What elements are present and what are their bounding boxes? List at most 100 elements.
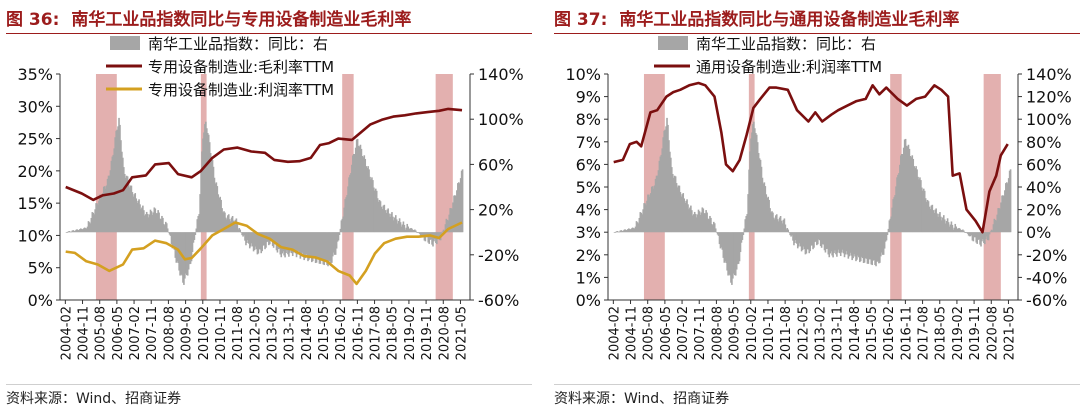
right-tick-label: -60% — [478, 291, 519, 310]
index-yoy-bar — [353, 154, 356, 233]
index-yoy-bar — [310, 232, 312, 258]
index-yoy-bar — [956, 228, 958, 233]
index-yoy-bar — [870, 232, 873, 265]
index-yoy-bar — [801, 232, 804, 251]
index-yoy-bar — [846, 232, 849, 255]
index-yoy-bar — [152, 212, 155, 233]
index-yoy-bar — [940, 216, 942, 233]
index-yoy-bar — [960, 229, 962, 233]
index-yoy-bar — [671, 173, 674, 233]
index-yoy-bar — [293, 232, 296, 250]
chart-area: 0% 1% 2% 3% 4% 5% 6% 7% 8% 9% 10% -60% -40% -20% 0% 20%… — [565, 35, 1071, 360]
index-yoy-bar — [856, 232, 858, 260]
index-yoy-bar — [400, 226, 403, 233]
index-yoy-bar — [738, 232, 741, 262]
x-tick-label: 2013-02 — [265, 306, 280, 360]
index-yoy-bar — [331, 232, 334, 257]
index-yoy-bar — [800, 232, 803, 252]
index-yoy-bar — [173, 232, 176, 250]
index-yoy-bar — [235, 218, 238, 233]
index-yoy-bar — [622, 230, 624, 233]
index-yoy-bar — [203, 132, 205, 233]
index-yoy-bar — [927, 201, 930, 233]
index-yoy-bar — [456, 190, 458, 233]
index-yoy-bar — [125, 175, 128, 233]
index-yoy-bar — [832, 232, 834, 258]
index-yoy-bar — [792, 232, 794, 241]
index-yoy-bar — [384, 210, 387, 233]
index-yoy-bar — [73, 230, 75, 233]
index-yoy-bar — [354, 147, 357, 233]
index-yoy-bar — [386, 209, 388, 233]
index-yoy-bar — [639, 212, 642, 233]
index-yoy-bar — [399, 222, 402, 233]
index-yoy-bar — [999, 208, 1001, 233]
index-yoy-bar — [221, 208, 223, 233]
right-tick-label: 20% — [478, 201, 514, 220]
index-yoy-bar — [145, 211, 148, 233]
index-yoy-bar — [887, 228, 890, 233]
right-tick-label: 80% — [1026, 133, 1062, 152]
left-tick-label: 5% — [576, 178, 601, 197]
index-yoy-bar — [883, 232, 886, 249]
index-yoy-bar — [243, 232, 245, 236]
index-yoy-bar — [370, 179, 372, 233]
index-yoy-bar — [749, 151, 751, 233]
index-yoy-bar — [285, 232, 287, 254]
index-yoy-bar — [406, 223, 409, 233]
index-yoy-bar — [210, 158, 213, 233]
index-yoy-bar — [635, 221, 638, 233]
index-yoy-bar — [944, 223, 947, 233]
index-yoy-bar — [1000, 202, 1002, 233]
index-yoy-bar — [321, 232, 324, 260]
index-yoy-bar — [143, 210, 145, 233]
index-yoy-bar — [164, 225, 166, 233]
index-yoy-bar — [687, 204, 689, 233]
title-divider — [6, 33, 532, 34]
index-yoy-bar — [1003, 195, 1005, 233]
index-yoy-bar — [409, 228, 411, 233]
index-yoy-bar — [301, 232, 304, 253]
index-yoy-bar — [864, 232, 867, 259]
index-yoy-bar — [724, 232, 727, 262]
x-tick-label: 2010-11 — [762, 306, 777, 360]
index-yoy-bar — [189, 232, 192, 264]
index-yoy-bar — [262, 232, 264, 246]
index-yoy-bar — [393, 220, 395, 233]
index-yoy-bar — [820, 232, 823, 248]
index-yoy-bar — [661, 148, 664, 233]
index-yoy-bar — [979, 232, 981, 245]
index-yoy-bar — [449, 208, 451, 233]
series-line — [613, 81, 1009, 234]
index-yoy-bar — [311, 232, 313, 263]
index-yoy-bar — [775, 214, 778, 233]
index-yoy-bar — [949, 224, 952, 233]
index-yoy-bar — [390, 213, 392, 233]
index-yoy-bar — [351, 164, 353, 233]
index-yoy-bar — [808, 232, 811, 254]
index-yoy-bar — [144, 214, 147, 233]
x-tick-label: 2015-05 — [865, 306, 880, 360]
index-yoy-bar — [205, 121, 207, 233]
index-yoy-bar — [746, 214, 748, 233]
index-yoy-bar — [803, 232, 806, 250]
index-yoy-bar — [990, 229, 993, 233]
figure-title: 南华工业品指数同比与通用设备制造业毛利率 — [619, 10, 960, 30]
left-tick-label: 8% — [576, 110, 601, 129]
index-yoy-bar — [369, 176, 371, 233]
index-yoy-bar — [118, 117, 120, 233]
index-yoy-bar — [910, 157, 913, 233]
index-yoy-bar — [866, 232, 869, 264]
index-yoy-bar — [222, 212, 224, 233]
index-yoy-bar — [358, 146, 361, 233]
left-tick-label: 0% — [28, 291, 53, 310]
index-yoy-bar — [789, 232, 791, 236]
index-yoy-bar — [645, 205, 647, 233]
index-yoy-bar — [691, 215, 694, 233]
x-tick-label: 2019-02 — [951, 306, 966, 360]
index-yoy-bar — [692, 214, 695, 233]
index-yoy-bar — [903, 139, 906, 233]
index-yoy-bar — [294, 232, 297, 254]
index-yoy-bar — [459, 178, 462, 233]
index-yoy-bar — [336, 232, 339, 242]
